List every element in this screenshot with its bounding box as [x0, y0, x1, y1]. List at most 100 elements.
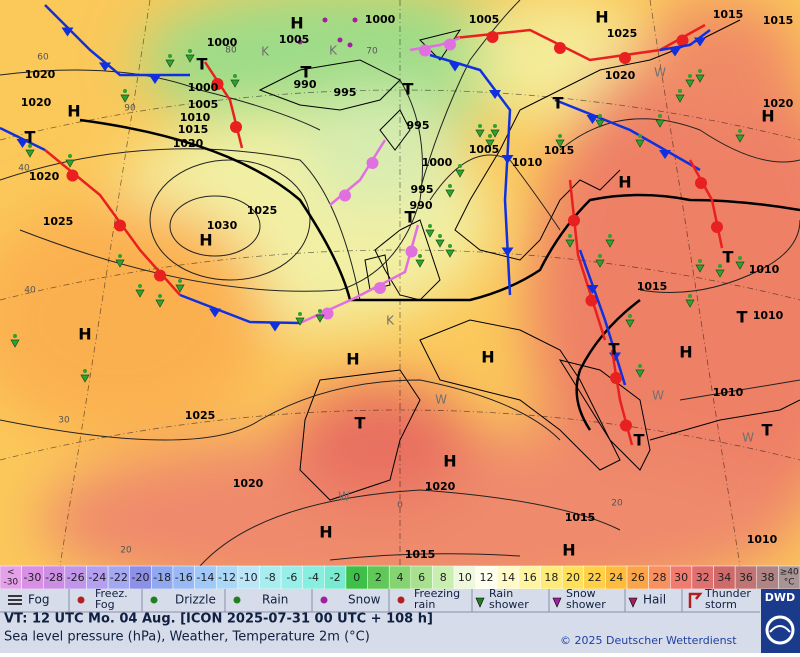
legend-label: Snow: [348, 593, 381, 607]
scale-label: -30: [3, 578, 18, 588]
rain-dot: [678, 89, 682, 93]
scale-label: 8: [440, 571, 447, 584]
isobar-label: 995: [407, 119, 430, 132]
front-line: [454, 23, 706, 62]
pressure-center: H: [78, 325, 91, 344]
front-bump: [114, 219, 126, 232]
shower-symbol: [295, 317, 305, 326]
rain-dot: [638, 364, 642, 368]
front-triangle: [269, 322, 281, 332]
rain-dot: [738, 129, 742, 133]
isobar-label: 1015: [178, 123, 209, 136]
rain-dot: [738, 256, 742, 260]
legend-icon-fog: [8, 595, 22, 605]
snow-dot: [297, 39, 303, 45]
isobar-label: 1010: [747, 533, 778, 546]
legend-label: Thunder: [704, 587, 751, 600]
front-line: [568, 179, 607, 341]
isobar-label: 1020: [425, 480, 456, 493]
scale-label-bottom: °C: [784, 578, 795, 588]
isobar-label: 1005: [279, 33, 310, 46]
scale-label: 24: [609, 571, 623, 584]
weather-legend: Fog Freez.Fog Drizzle Rain Snow FreezingrainR…: [8, 587, 751, 612]
pressure-center: T: [197, 55, 208, 74]
pressure-center: T: [301, 63, 312, 82]
isobar-label: 1015: [637, 280, 668, 293]
airmass-label: K: [386, 314, 395, 328]
scale-label: 28: [652, 571, 666, 584]
rain-dot: [318, 309, 322, 313]
airmass-label: W: [652, 389, 664, 403]
pressure-center: H: [290, 14, 303, 33]
airmass-label: W: [338, 490, 350, 504]
scale-label: -2: [330, 571, 341, 584]
shower-symbol: [120, 94, 130, 103]
front-triangle: [449, 62, 461, 72]
shower-symbol: [115, 259, 125, 268]
shower-symbol: [695, 74, 705, 83]
legend-label: Fog: [95, 598, 115, 611]
front-triangle: [586, 285, 599, 294]
shower-symbol: [135, 289, 145, 298]
legend-label: Drizzle: [175, 593, 216, 607]
rain-dot: [598, 114, 602, 118]
front-bump: [676, 34, 689, 47]
front-line: [179, 293, 301, 325]
scale-label: 2: [375, 571, 382, 584]
shower-symbol: [635, 369, 645, 378]
dwd-logo-wave: [769, 625, 791, 633]
pressure-center: H: [679, 343, 692, 362]
description: Sea level pressure (hPa), Weather, Tempe…: [4, 630, 370, 645]
shower-symbol: [695, 264, 705, 273]
isobar-label: 1020: [25, 68, 56, 81]
isobar-label: 1020: [173, 137, 204, 150]
rain-dot: [83, 369, 87, 373]
shower-symbol: [735, 134, 745, 143]
front-triangle: [501, 155, 514, 164]
scale-label: ≥40: [780, 568, 799, 578]
rain-dot: [688, 294, 692, 298]
shower-symbol: [565, 239, 575, 248]
shower-symbol: [315, 314, 325, 323]
shower-symbol: [685, 79, 695, 88]
isotherm-label: 30: [58, 416, 70, 426]
scale-label: -28: [45, 571, 63, 584]
isobar-label: 1025: [247, 204, 278, 217]
rain-dot: [478, 124, 482, 128]
rain-dot: [168, 54, 172, 58]
valid-time: VT: 12 UTC Mo. 04 Aug. [ICON 2025-07-31 …: [4, 612, 433, 627]
front-line: [578, 249, 627, 386]
legend-icon-snow: [320, 596, 328, 604]
shower-symbol: [165, 59, 175, 68]
rain-dot: [418, 254, 422, 258]
rain-dot: [438, 234, 442, 238]
isotherm-label: 20: [611, 499, 623, 509]
rain-dot: [298, 312, 302, 316]
isotherm-label: 90: [124, 104, 136, 114]
rain-dot: [488, 134, 492, 138]
pressure-center: T: [405, 208, 416, 227]
isobar-label: 1000: [188, 81, 219, 94]
pressure-center: T: [403, 80, 414, 99]
rain-dot: [458, 164, 462, 168]
snow-dot: [322, 17, 328, 23]
isotherm-label: 70: [366, 47, 378, 57]
front-bump: [366, 157, 379, 169]
front-triangle: [16, 139, 29, 148]
isobar-label: 1020: [605, 69, 636, 82]
isobar-label: 1020: [763, 97, 794, 110]
shower-symbol: [445, 189, 455, 198]
scale-label: 22: [588, 571, 602, 584]
front-bump: [230, 121, 242, 133]
isobar-label: 1020: [233, 477, 264, 490]
rain-dot: [188, 49, 192, 53]
isotherm-label: 0: [397, 501, 403, 511]
pressure-center: H: [761, 107, 774, 126]
pressure-center: H: [199, 231, 212, 250]
copyright: © 2025 Deutscher Wetterdienst: [560, 634, 737, 647]
shower-symbol: [455, 169, 465, 178]
isobar-label: 1020: [29, 170, 60, 183]
shower-symbol: [715, 269, 725, 278]
rain-dot: [493, 124, 497, 128]
